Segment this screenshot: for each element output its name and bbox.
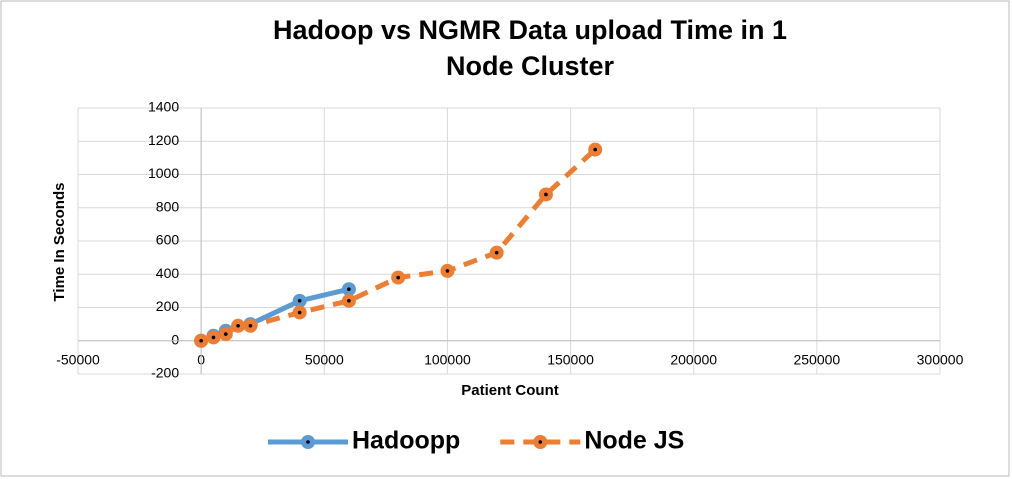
x-tick-label: -50000 — [56, 351, 100, 367]
point — [341, 282, 356, 297]
point — [489, 245, 504, 260]
y-tick-label: 400 — [156, 265, 180, 281]
marker-dot — [544, 192, 548, 197]
marker-dot — [347, 299, 351, 303]
point — [440, 263, 455, 278]
y-tick-label: 1400 — [148, 99, 179, 115]
x-tick-label: 100000 — [424, 351, 471, 367]
x-tick-label: 250000 — [793, 351, 840, 367]
marker-dot — [347, 287, 351, 292]
point — [292, 305, 307, 320]
y-tick-label: 1000 — [148, 165, 179, 181]
marker-dot — [593, 147, 597, 152]
y-tick-label: 600 — [156, 232, 180, 248]
marker-dot — [199, 338, 203, 343]
point — [301, 435, 315, 449]
y-tick-label: 1200 — [148, 132, 179, 148]
point — [243, 318, 258, 333]
marker-dot — [494, 250, 499, 255]
legend-label: Node JS — [584, 427, 684, 455]
point — [538, 187, 553, 202]
point — [218, 327, 233, 342]
marker-dot — [396, 275, 400, 280]
marker-dot — [297, 299, 302, 303]
x-tick-label: 300000 — [917, 351, 964, 367]
marker-dot — [248, 323, 253, 328]
point — [292, 293, 307, 308]
marker-dot — [538, 440, 543, 444]
point — [206, 330, 221, 345]
marker-dot — [297, 310, 302, 315]
x-axis-title: Patient Count — [461, 382, 559, 399]
y-tick-label: -200 — [151, 365, 179, 381]
x-tick-label: 150000 — [547, 351, 594, 367]
point — [231, 318, 246, 333]
point — [194, 333, 209, 348]
point — [341, 293, 356, 308]
y-tick-label: 200 — [156, 298, 180, 314]
y-tick-label: 800 — [156, 198, 180, 214]
marker-dot — [306, 440, 310, 444]
point — [588, 142, 603, 157]
marker-dot — [211, 335, 216, 340]
marker-dot — [445, 269, 450, 273]
chart-title: Hadoop vs NGMR Data upload Time in 1 Node… — [273, 15, 787, 81]
marker-dot — [236, 323, 240, 328]
legend-label: Hadoopp — [352, 427, 460, 455]
marker-dot — [223, 332, 228, 336]
x-tick-label: 200000 — [670, 351, 717, 367]
point — [391, 270, 406, 285]
y-axis-title: Time In Seconds — [51, 183, 68, 302]
y-tick-label: 0 — [171, 331, 179, 347]
x-tick-label: 50000 — [305, 351, 344, 367]
point — [533, 435, 548, 449]
